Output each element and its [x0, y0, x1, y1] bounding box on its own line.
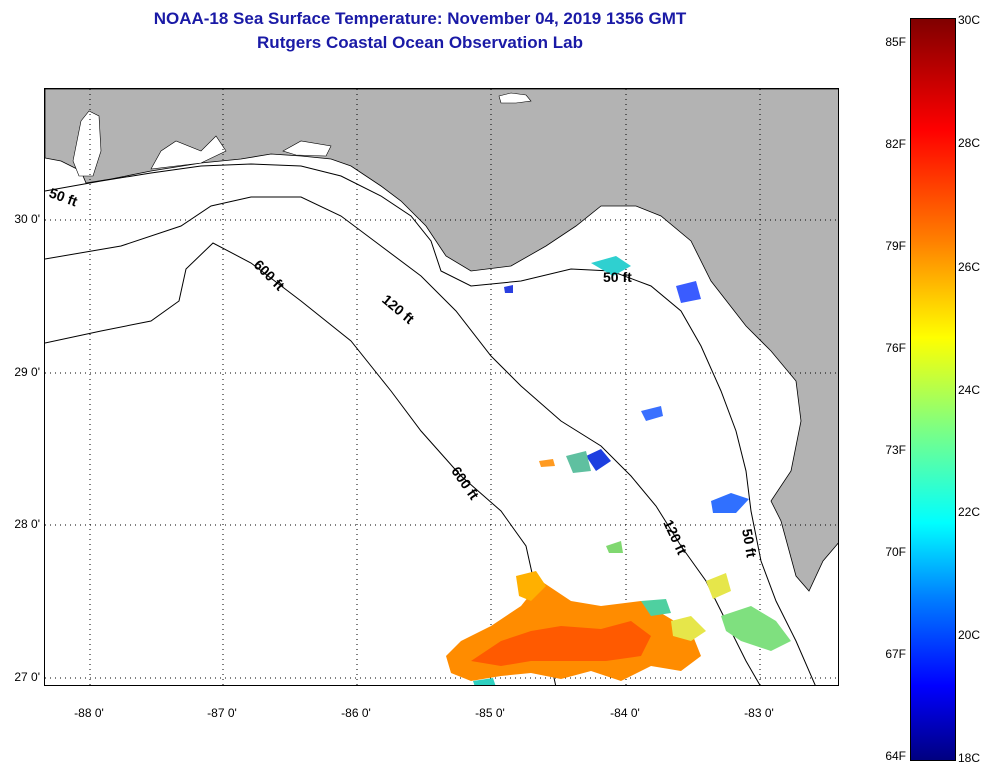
- lat-label-30: 30 0': [14, 212, 40, 226]
- colorbar-c-28: 28C: [958, 136, 981, 150]
- colorbar-c-20: 20C: [958, 628, 981, 642]
- sst-map: 50 ft 600 ft 120 ft 50 ft 600 ft 120 ft …: [44, 88, 839, 686]
- map-subtitle: Rutgers Coastal Ocean Observation Lab: [257, 33, 583, 52]
- map-svg: [45, 89, 838, 685]
- sst-patches: [446, 256, 791, 685]
- colorbar-c-26: 26C: [958, 260, 981, 274]
- colorbar-f-73: 73F: [885, 443, 906, 457]
- colorbar-f-67: 67F: [885, 647, 906, 661]
- contour-120ft: [45, 196, 761, 685]
- map-title: NOAA-18 Sea Surface Temperature: Novembe…: [153, 9, 687, 28]
- colorbar-c-30: 30C: [958, 13, 981, 27]
- lon-label-83: -83 0': [744, 706, 774, 720]
- lon-label-87: -87 0': [207, 706, 237, 720]
- lat-label-28: 28 0': [14, 517, 40, 531]
- contour-50ft: [45, 163, 816, 685]
- lat-label-29: 29 0': [14, 365, 40, 379]
- lon-label-86: -86 0': [341, 706, 371, 720]
- bay-stjoseph: [282, 140, 332, 157]
- lon-label-84: -84 0': [610, 706, 640, 720]
- bay-mobile: [72, 110, 102, 177]
- colorbar-f-85: 85F: [885, 35, 906, 49]
- land-mass: [45, 89, 838, 592]
- lake-okeechobee-area: [498, 92, 532, 104]
- colorbar-f-79: 79F: [885, 239, 906, 253]
- lon-label-85: -85 0': [475, 706, 505, 720]
- contour-600ft: [45, 242, 557, 685]
- colorbar-f-82: 82F: [885, 137, 906, 151]
- lat-label-27: 27 0': [14, 670, 40, 684]
- contour-label-50ft-bigbend: 50 ft: [603, 269, 632, 285]
- colorbar-f-76: 76F: [885, 341, 906, 355]
- colorbar-c-22: 22C: [958, 505, 981, 519]
- lon-label-88: -88 0': [74, 706, 104, 720]
- colorbar-f-70: 70F: [885, 545, 906, 559]
- colorbar-f-64: 64F: [885, 749, 906, 763]
- colorbar-c-18: 18C: [958, 751, 981, 765]
- bay-pensacola: [150, 135, 227, 170]
- temperature-colorbar: [910, 18, 956, 761]
- colorbar-c-24: 24C: [958, 383, 981, 397]
